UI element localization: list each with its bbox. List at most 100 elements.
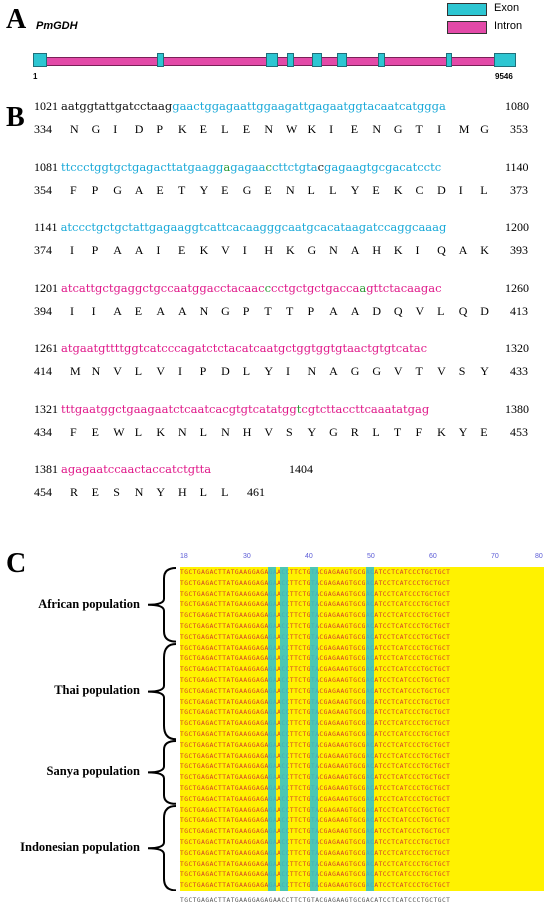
amino-acid: G: [350, 364, 360, 378]
panel-c-letter: C: [6, 548, 27, 579]
amino-acid: I: [329, 122, 334, 136]
exon-2: [157, 53, 164, 67]
aa-start-number: 414: [34, 364, 52, 378]
amino-acid: T: [393, 424, 402, 439]
amino-acid: H: [264, 243, 274, 257]
alignment-row: TGCTGAGACTTATGAAGGAGAGAACCTTCTGTACGAGAAG…: [180, 772, 544, 783]
amino-acid: E: [242, 122, 251, 136]
alignment-ruler: 18 30 40 50 60 70 80: [180, 553, 544, 565]
amino-acid: A: [329, 364, 338, 378]
amino-acid: P: [91, 182, 99, 197]
amino-acid: N: [91, 364, 101, 378]
nucleotide-segment: c: [265, 159, 272, 174]
amino-acid-row: 394 I I A E A A N G P T T P A A D Q V L Q D: [34, 304, 502, 319]
amino-acid: A: [177, 303, 187, 318]
alignment-row: TGCTGAGACTTATGAAGGAGAGAACCTTCTGTACGAGAAG…: [180, 869, 544, 880]
exon-1: [33, 53, 47, 67]
amino-acid: K: [480, 243, 489, 257]
ruler-tick-label: 40: [305, 553, 313, 560]
alignment-row: TGCTGAGACTTATGAAGGAGAGAACCTTCTGTACGAGAAG…: [180, 686, 544, 697]
amino-acid: F: [70, 182, 77, 197]
nucleotide-segment: tttgaatggctgaagaatctcaatcacgtgtcatatgg: [61, 401, 297, 416]
alignment-row: TGCTGAGACTTATGAAGGAGAGAACCTTCTGTACGAGAAG…: [180, 859, 544, 870]
amino-acid: E: [91, 485, 99, 499]
ruler-tick-label: 18: [180, 553, 188, 560]
nucleotide-segment: cttctgta: [271, 159, 318, 174]
exon-legend-label: Exon: [494, 2, 520, 14]
amino-acid: D: [221, 364, 230, 378]
amino-acid: Y: [350, 182, 360, 197]
aa-end-number: 413: [510, 303, 528, 318]
amino-acid: D: [437, 182, 446, 197]
exon-legend-swatch: [447, 3, 487, 16]
amino-acid: E: [221, 182, 229, 197]
nt-end-number: 1320: [505, 341, 529, 355]
amino-acid: N: [199, 303, 209, 318]
amino-acid: I: [70, 243, 74, 257]
nucleotide-segment: c: [317, 159, 325, 174]
amino-acid: T: [264, 303, 272, 318]
ruler-tick-label: 30: [243, 553, 251, 560]
amino-acid: L: [199, 485, 207, 499]
amino-acid: D: [134, 122, 144, 136]
amino-acid: S: [285, 424, 293, 439]
amino-acid: E: [177, 243, 186, 257]
amino-acid: K: [393, 243, 403, 257]
gene-name: PmGDH: [36, 20, 78, 32]
exon-6: [337, 53, 347, 67]
nucleotide-segment: agagaatccaactaccatctgtta: [61, 462, 212, 476]
amino-acid: G: [221, 303, 230, 318]
amino-acid: G: [307, 243, 317, 257]
alignment-row: TGCTGAGACTTATGAAGGAGAGAACCTTCTGTACGAGAAG…: [180, 697, 544, 708]
intron-legend-swatch: [447, 21, 487, 34]
amino-acid: V: [113, 364, 122, 378]
amino-acid-row: 454 R E S N Y H L L: [34, 485, 243, 500]
amino-acid: N: [70, 122, 79, 136]
consensus-sequence: TGCTGAGACTTATGAAGGAGAGAACCTTCTGTACGAGAAG…: [180, 897, 451, 904]
nucleotide-row: 1381 agagaatccaactaccatctgtta: [34, 462, 211, 477]
aa-end-number: 461: [247, 485, 265, 499]
amino-acid: I: [415, 243, 420, 257]
amino-acid: L: [221, 122, 229, 136]
nucleotide-segment: atccctgctgctattgagaaggtcattcacaagggcaatg…: [60, 220, 447, 234]
nt-start-number: 1321: [34, 401, 61, 416]
alignment-row: TGCTGAGACTTATGAAGGAGAGAACCTTCTGTACGAGAAG…: [180, 729, 544, 740]
nucleotide-segment: cctgctgctgacca: [271, 280, 360, 295]
aa-start-number: 454: [34, 485, 52, 499]
amino-acid: I: [70, 303, 74, 318]
amino-acid: F: [70, 424, 77, 439]
aa-end-number: 433: [510, 364, 528, 378]
nt-start-number: 1021: [34, 99, 61, 113]
amino-acid: E: [156, 182, 164, 197]
exon-9: [494, 53, 516, 67]
amino-acid: A: [458, 243, 468, 257]
nt-start-number: 1261: [34, 341, 61, 355]
amino-acid: I: [242, 243, 247, 257]
amino-acid: N: [285, 182, 295, 197]
amino-acid: G: [91, 122, 101, 136]
alignment-row: TGCTGAGACTTATGAAGGAGAGAACCTTCTGTACGAGAAG…: [180, 794, 544, 805]
amino-acid: Y: [199, 182, 209, 197]
amino-acid: P: [199, 364, 207, 378]
alignment-row: TGCTGAGACTTATGAAGGAGAGAACCTTCTGTACGAGAAG…: [180, 578, 544, 589]
nucleotide-row: 1021 aatggtattgatcctaaggaactggagaattggaa…: [34, 99, 446, 114]
amino-acid: P: [156, 122, 164, 136]
amino-acid-row: 414 M N V L V I P D L Y I N A G G V T V S Y: [34, 364, 502, 379]
amino-acid: G: [113, 182, 122, 197]
variant-column-highlight: [280, 567, 288, 891]
gene-start-label: 1: [33, 72, 38, 81]
amino-acid: N: [264, 122, 274, 136]
nt-end-number: 1380: [505, 401, 529, 416]
nt-start-number: 1381: [34, 462, 61, 476]
amino-acid: A: [350, 303, 360, 318]
nucleotide-row: 1321 tttgaatggctgaagaatctcaatcacgtgtcata…: [34, 402, 429, 417]
amino-acid: C: [415, 182, 424, 197]
nt-end-number: 1140: [505, 159, 529, 174]
alignment-row: TGCTGAGACTTATGAAGGAGAGAACCTTCTGTACGAGAAG…: [180, 805, 544, 816]
amino-acid: R: [70, 485, 79, 499]
alignment-block: TGCTGAGACTTATGAAGGAGAGAACCTTCTGTACGAGAAG…: [180, 567, 544, 891]
exon-5: [312, 53, 322, 67]
variant-column-highlight: [366, 567, 374, 891]
amino-acid: A: [350, 243, 360, 257]
population-label: Thai population: [54, 683, 140, 698]
